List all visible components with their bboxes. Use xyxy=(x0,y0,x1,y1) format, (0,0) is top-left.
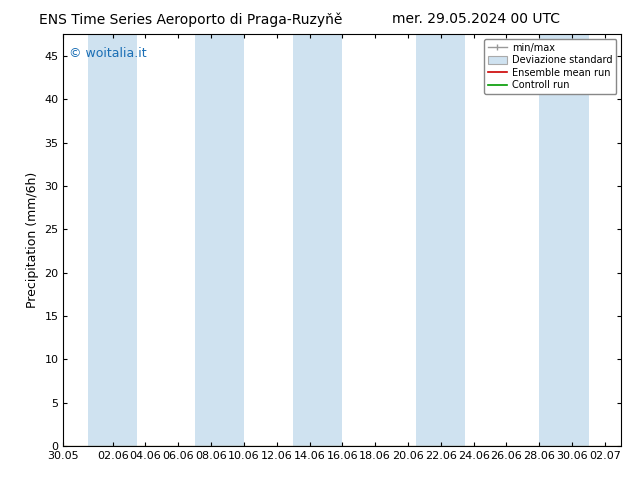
Text: © woitalia.it: © woitalia.it xyxy=(69,47,146,60)
Bar xyxy=(416,34,465,446)
Bar xyxy=(88,34,137,446)
Y-axis label: Precipitation (mm/6h): Precipitation (mm/6h) xyxy=(26,172,39,308)
Bar xyxy=(293,34,342,446)
Bar xyxy=(195,34,244,446)
Text: ENS Time Series Aeroporto di Praga-Ruzyňě: ENS Time Series Aeroporto di Praga-Ruzyň… xyxy=(39,12,342,27)
Bar xyxy=(540,34,588,446)
Legend: min/max, Deviazione standard, Ensemble mean run, Controll run: min/max, Deviazione standard, Ensemble m… xyxy=(484,39,616,94)
Text: mer. 29.05.2024 00 UTC: mer. 29.05.2024 00 UTC xyxy=(392,12,559,26)
